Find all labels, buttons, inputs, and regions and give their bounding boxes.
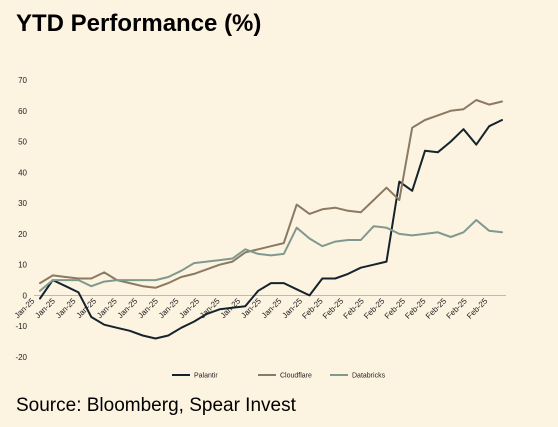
x-tick-label: Feb-25 — [342, 296, 367, 321]
x-tick-label: Feb-25 — [403, 296, 428, 321]
y-tick-label: 50 — [18, 138, 27, 147]
x-tick-label: Feb-25 — [383, 296, 408, 321]
y-tick-label: 40 — [18, 168, 27, 177]
x-tick-label: Feb-25 — [465, 296, 490, 321]
chart-title: YTD Performance (%) — [16, 10, 262, 37]
x-tick-label: Feb-25 — [321, 296, 346, 321]
y-tick-label: 0 — [23, 291, 28, 300]
series-line-databricks — [39, 219, 503, 292]
legend-label-databricks: Databricks — [352, 373, 386, 380]
x-tick-label: Jan-25 — [95, 296, 119, 320]
source-note: Source: Bloomberg, Spear Invest — [16, 395, 296, 416]
x-tick-label: Jan-25 — [157, 296, 181, 320]
y-tick-label: 30 — [18, 199, 27, 208]
x-tick-label: Jan-25 — [33, 296, 57, 320]
legend-label-cloudflare: Cloudflare — [280, 373, 312, 380]
x-tick-label: Jan-25 — [136, 296, 160, 320]
x-tick-label: Feb-25 — [362, 296, 387, 321]
x-tick-label: Feb-25 — [300, 296, 325, 321]
y-tick-label: 10 — [18, 261, 27, 270]
x-tick-label: Feb-25 — [424, 296, 449, 321]
x-tick-label: Jan-25 — [280, 296, 304, 320]
x-tick-label: Jan-25 — [177, 296, 201, 320]
legend-label-palantir: Palantir — [194, 373, 218, 380]
y-tick-label: 70 — [18, 76, 27, 85]
y-tick-label: -10 — [15, 322, 27, 331]
y-tick-label: -20 — [15, 353, 27, 362]
x-tick-label: Jan-25 — [116, 296, 140, 320]
x-tick-label: Jan-25 — [54, 296, 78, 320]
y-tick-label: 20 — [18, 230, 27, 239]
x-tick-label: Jan-25 — [260, 296, 284, 320]
y-tick-label: 60 — [18, 107, 27, 116]
series-line-palantir — [39, 119, 503, 340]
x-tick-label: Feb-25 — [445, 296, 470, 321]
series-line-cloudflare — [39, 99, 503, 289]
